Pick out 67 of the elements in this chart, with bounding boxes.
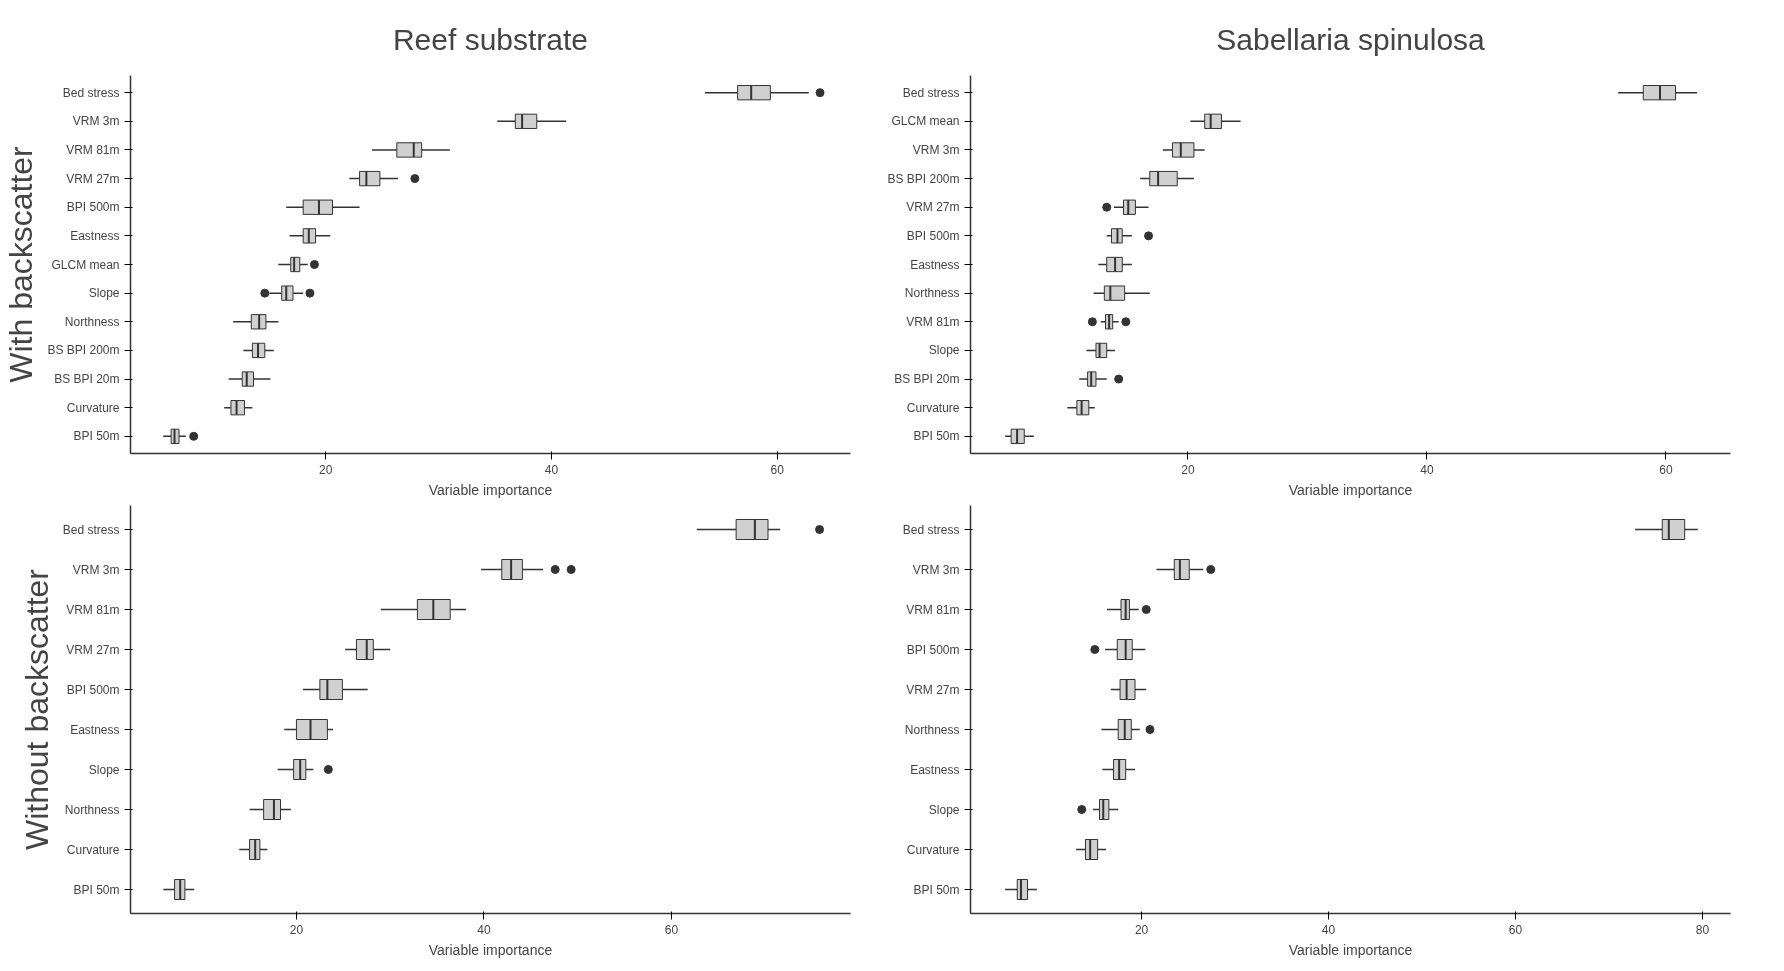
chart-title: Sabellaria spinulosa [1216, 22, 1486, 56]
x-tick-label: 60 [1659, 462, 1673, 477]
y-tick-label: Northness [64, 802, 120, 817]
y-tick-label: VRM 81m [66, 142, 120, 157]
y-tick-label: VRM 81m [906, 602, 960, 617]
x-axis-title: Variable importance [428, 481, 553, 498]
y-tick-label: BS BPI 20m [894, 372, 960, 387]
y-tick-label: VRM 3m [912, 562, 960, 577]
x-tick-label: 80 [1695, 922, 1710, 937]
y-tick-label: Eastness [70, 722, 120, 737]
x-tick-label: 40 [1420, 462, 1434, 477]
x-tick-label: 20 [1134, 922, 1149, 937]
x-axis-title: Variable importance [1288, 481, 1413, 498]
y-tick-label: Curvature [66, 400, 120, 415]
y-tick-label: VRM 27m [906, 200, 960, 215]
y-tick-label: Eastness [910, 257, 960, 272]
x-axis-title: Variable importance [1288, 941, 1413, 958]
x-tick-label: 40 [544, 462, 559, 477]
x-tick-label: 20 [1181, 462, 1195, 477]
y-tick-label: VRM 81m [906, 314, 960, 329]
y-axis-title: Without backscatter [18, 568, 55, 850]
y-tick-label: Bed stress [902, 522, 960, 537]
y-tick-label: VRM 27m [66, 642, 120, 657]
y-tick-label: Northness [64, 314, 120, 329]
y-tick-label: BPI 500m [906, 228, 960, 243]
y-tick-label: BS BPI 20m [54, 372, 120, 387]
y-tick-label: Curvature [906, 842, 960, 857]
x-tick-label: 60 [1508, 922, 1523, 937]
y-tick-label: BPI 50m [913, 882, 960, 897]
y-tick-label: GLCM mean [51, 257, 120, 272]
y-tick-label: BPI 500m [66, 682, 120, 697]
x-tick-label: 60 [770, 462, 785, 477]
y-tick-label: Slope [88, 286, 120, 301]
y-tick-label: Bed stress [62, 85, 120, 100]
y-tick-label: BS BPI 200m [887, 171, 960, 186]
x-tick-label: 40 [1321, 922, 1336, 937]
chart-title: Reef substrate [392, 22, 589, 56]
y-tick-label: Slope [928, 802, 960, 817]
y-tick-label: Northness [904, 722, 960, 737]
y-tick-label: Slope [88, 762, 120, 777]
x-tick-label: 20 [289, 922, 304, 937]
y-tick-label: Northness [904, 286, 960, 301]
y-tick-label: BPI 500m [906, 642, 960, 657]
y-tick-label: BS BPI 200m [47, 343, 120, 358]
y-tick-label: VRM 27m [66, 171, 120, 186]
x-tick-label: 40 [477, 922, 491, 937]
y-tick-label: VRM 3m [72, 114, 120, 129]
y-tick-label: VRM 3m [72, 562, 120, 577]
y-tick-label: BPI 50m [73, 429, 120, 444]
y-tick-label: Bed stress [902, 85, 960, 100]
y-tick-label: VRM 3m [912, 142, 960, 157]
y-tick-label: BPI 50m [913, 429, 960, 444]
y-axis-title: With backscatter [3, 145, 40, 383]
y-tick-label: BPI 500m [66, 200, 120, 215]
y-tick-label: Curvature [66, 842, 120, 857]
x-tick-label: 60 [664, 922, 679, 937]
y-tick-label: BPI 50m [73, 882, 120, 897]
y-tick-label: Eastness [70, 228, 120, 243]
y-tick-label: Slope [928, 343, 960, 358]
y-tick-label: VRM 27m [906, 682, 960, 697]
y-tick-label: VRM 81m [66, 602, 120, 617]
x-axis-title: Variable importance [428, 941, 553, 958]
y-tick-label: Curvature [906, 400, 960, 415]
y-tick-label: Eastness [910, 762, 960, 777]
y-tick-label: Bed stress [62, 522, 120, 537]
x-tick-label: 20 [319, 462, 333, 477]
y-tick-label: GLCM mean [891, 114, 960, 129]
